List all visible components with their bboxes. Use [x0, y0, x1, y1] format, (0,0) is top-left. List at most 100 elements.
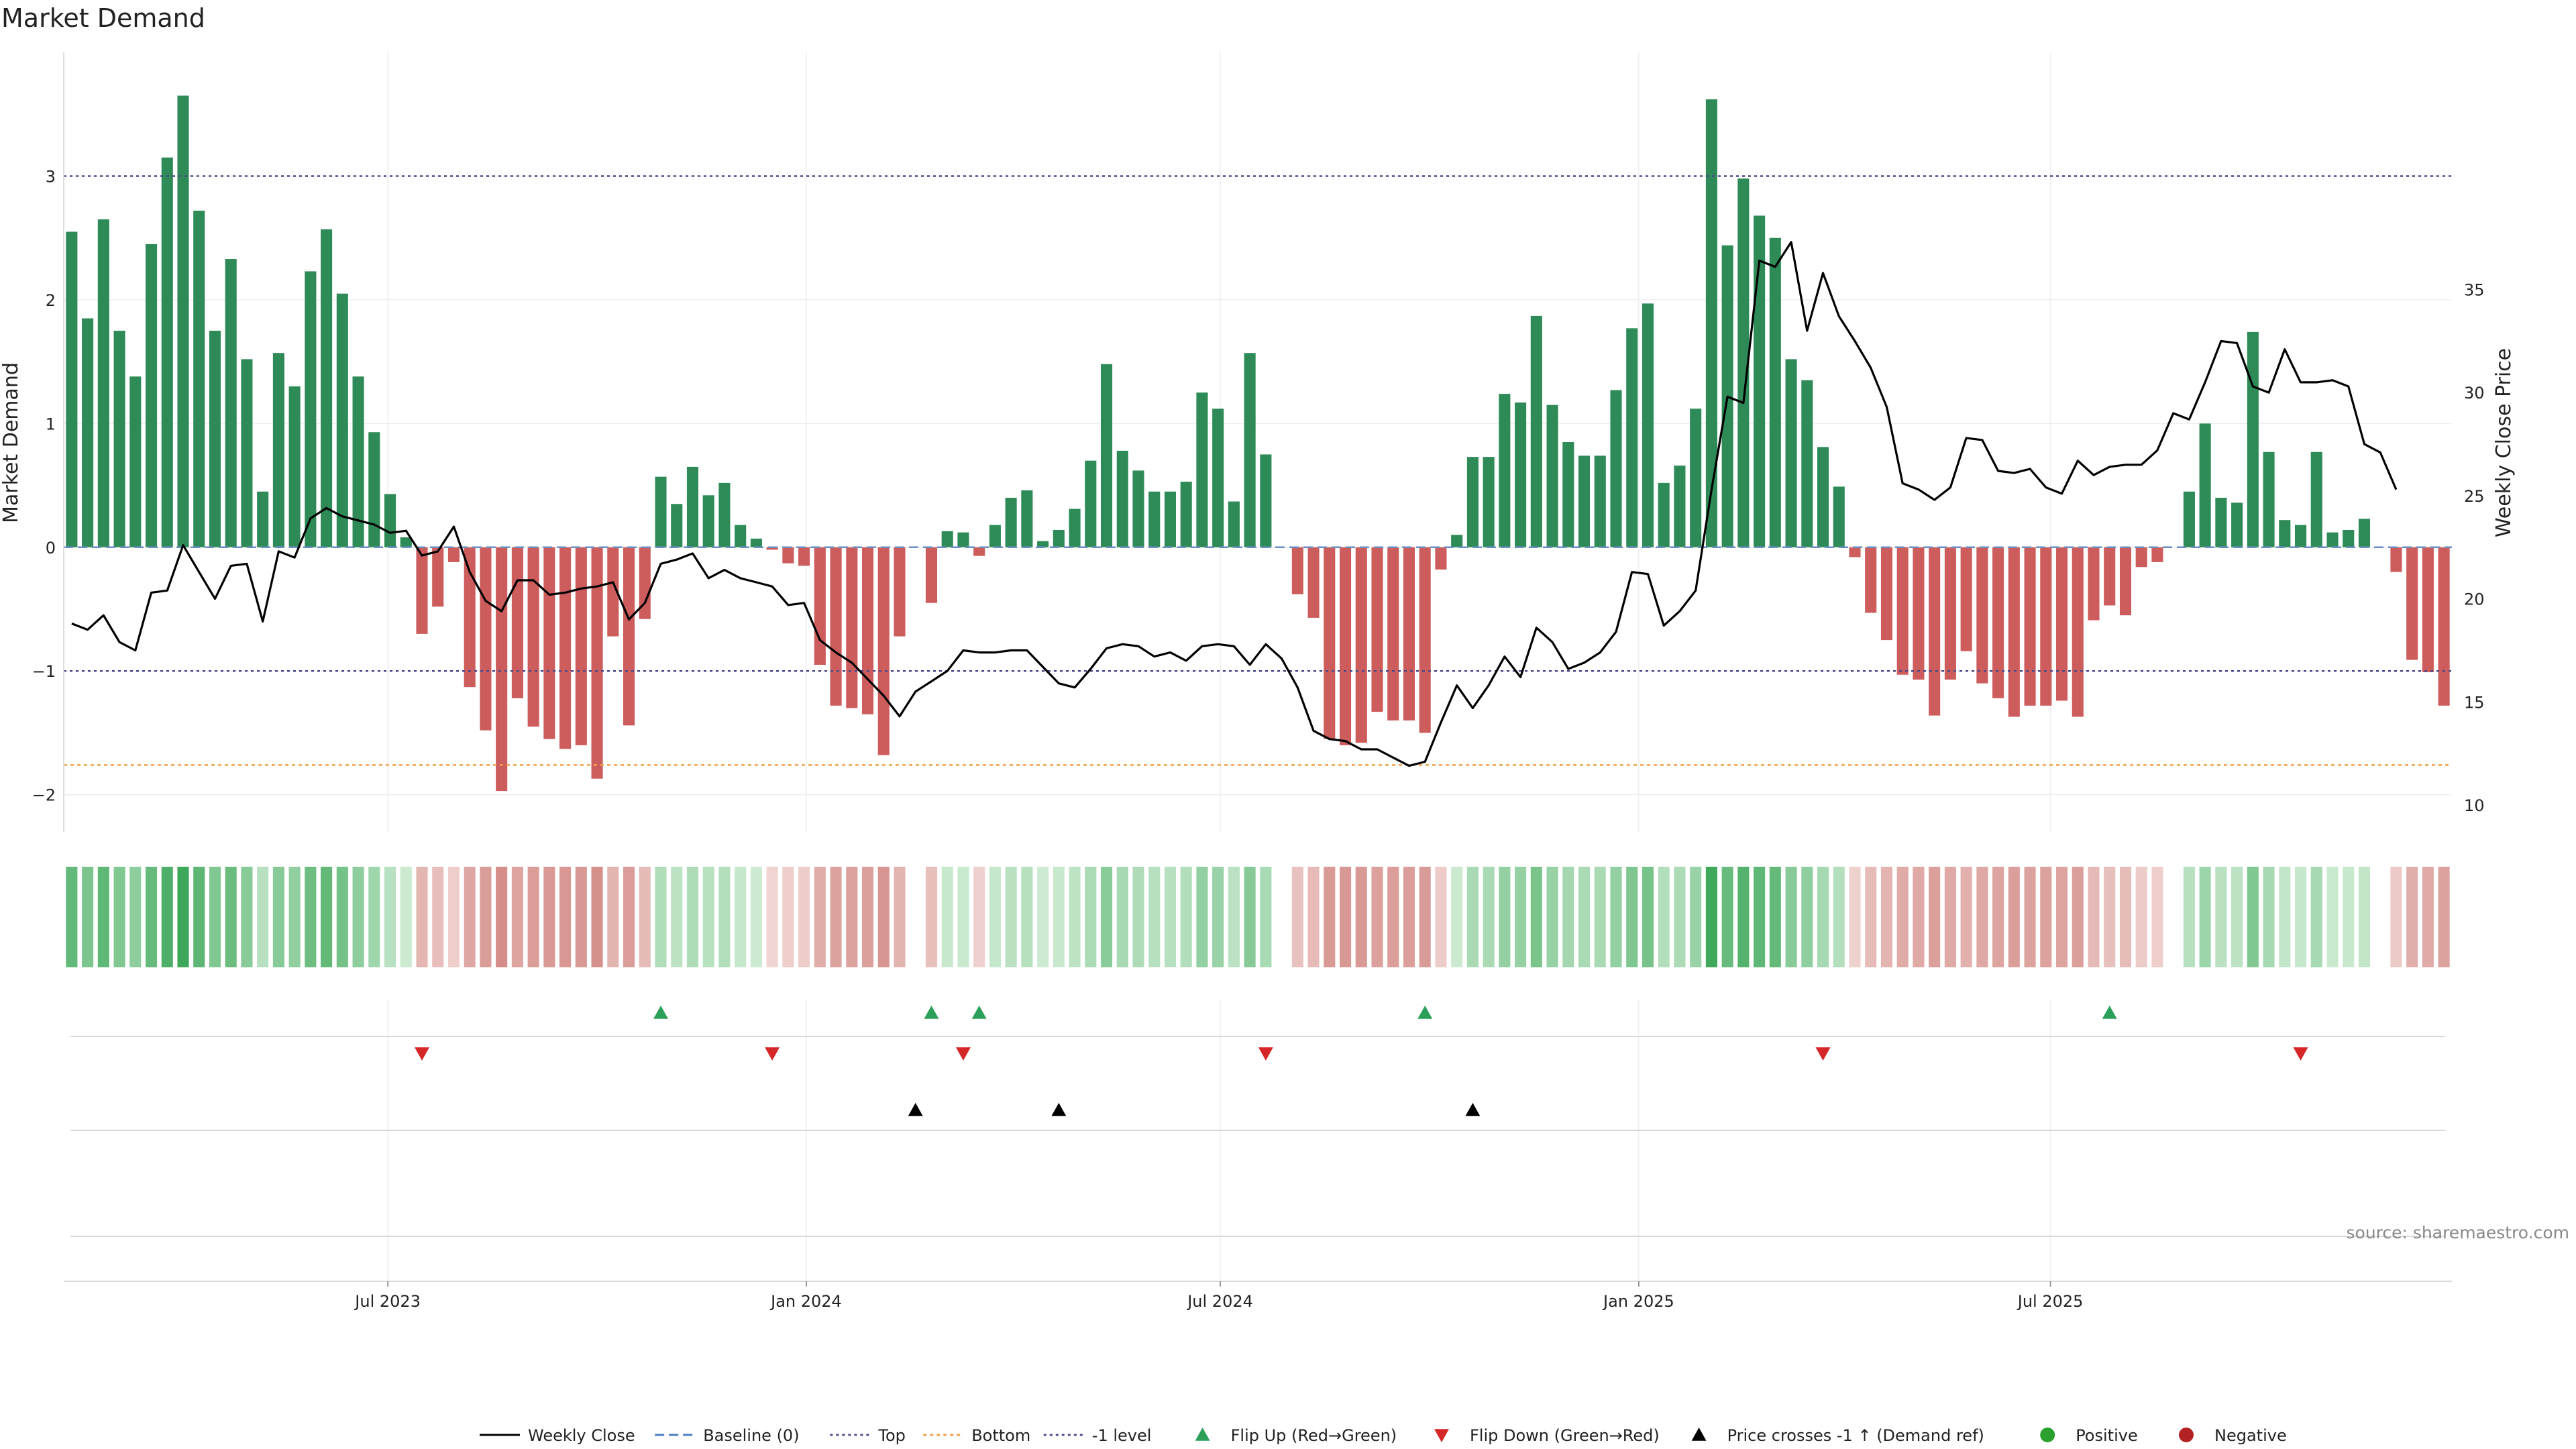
- heat-cell: [145, 867, 158, 967]
- bar-positive: [1658, 482, 1670, 547]
- heat-cell: [1642, 867, 1654, 967]
- y2-axis-label: Weekly Close Price: [2492, 348, 2516, 537]
- heat-cell: [2151, 867, 2163, 967]
- heat-cell: [1626, 867, 1638, 967]
- y-axis-label: Market Demand: [0, 362, 23, 523]
- bar-positive: [193, 211, 205, 547]
- heat-cell: [2390, 867, 2402, 967]
- bar-negative: [2040, 547, 2052, 706]
- bar-positive: [941, 531, 953, 547]
- heat-cell: [416, 867, 428, 967]
- bar-positive: [735, 525, 747, 547]
- bar-negative: [861, 547, 874, 714]
- heat-cell: [1801, 867, 1813, 967]
- bar-positive: [1785, 359, 1797, 547]
- bar-positive: [2199, 423, 2211, 547]
- bar-positive: [1833, 486, 1845, 547]
- bar-positive: [1116, 450, 1128, 547]
- heat-cell: [1148, 867, 1161, 967]
- flip-up-marker: [1417, 1006, 1433, 1019]
- bar-negative: [416, 547, 428, 634]
- bar-positive: [1674, 466, 1686, 547]
- heat-cell: [464, 867, 476, 967]
- bar-positive: [1466, 457, 1479, 547]
- bar-negative: [894, 547, 906, 637]
- heat-cell: [2343, 867, 2355, 967]
- heat-cell: [432, 867, 444, 967]
- bar-positive: [1483, 457, 1495, 547]
- heat-cell: [686, 867, 699, 967]
- bar-negative: [2406, 547, 2418, 660]
- heat-cell: [798, 867, 810, 967]
- heat-cell: [1116, 867, 1128, 967]
- legend-swatch-flip-up: [1195, 1428, 1210, 1441]
- heat-cell: [288, 867, 301, 967]
- bar-positive: [1228, 501, 1240, 547]
- legend-label: Baseline (0): [703, 1426, 799, 1445]
- bar-positive: [288, 386, 301, 547]
- bar-positive: [1610, 390, 1622, 547]
- bar-negative: [2438, 547, 2450, 706]
- bar-negative: [1896, 547, 1909, 675]
- bar-negative: [830, 547, 842, 706]
- bar-negative: [2104, 547, 2116, 606]
- heat-cell: [766, 867, 778, 967]
- y-tick-label: 2: [46, 291, 56, 310]
- heat-cell: [1880, 867, 1893, 967]
- heat-cell: [2024, 867, 2036, 967]
- heat-cell: [2406, 867, 2418, 967]
- bar-negative: [591, 547, 603, 779]
- heat-cell: [1833, 867, 1845, 967]
- heat-cell: [496, 867, 508, 967]
- bar-positive: [1642, 303, 1654, 547]
- bar-positive: [1546, 405, 1558, 547]
- bar-positive: [1005, 498, 1017, 547]
- bar-negative: [1355, 547, 1367, 743]
- heat-cell: [97, 867, 109, 967]
- heat-cell: [1769, 867, 1781, 967]
- bar-negative: [639, 547, 651, 619]
- heat-cell: [750, 867, 762, 967]
- bar-negative: [798, 547, 810, 566]
- flip-down-marker: [1815, 1047, 1831, 1061]
- heat-cell: [1164, 867, 1177, 967]
- y2-tick-label: 15: [2464, 693, 2485, 712]
- bar-positive: [1769, 237, 1781, 547]
- bar-positive: [1690, 409, 1702, 547]
- heat-cell: [559, 867, 572, 967]
- heat-cell: [480, 867, 492, 967]
- bar-negative: [575, 547, 587, 745]
- x-tick-label: Jan 2025: [1602, 1292, 1674, 1311]
- heat-cell: [1451, 867, 1463, 967]
- bar-negative: [543, 547, 555, 739]
- bar-positive: [1260, 454, 1272, 547]
- heat-cell: [1419, 867, 1431, 967]
- bar-positive: [1212, 409, 1224, 547]
- bar-negative: [2422, 547, 2434, 673]
- heat-cell: [384, 867, 396, 967]
- bar-negative: [2008, 547, 2020, 717]
- x-tick-label: Jul 2024: [1186, 1292, 1253, 1311]
- legend-swatch-price-cross: [1691, 1428, 1707, 1441]
- bar-negative: [607, 547, 619, 637]
- bar-positive: [129, 376, 142, 547]
- bar-positive: [2358, 519, 2371, 547]
- bar-negative: [1944, 547, 1956, 680]
- heat-cell: [400, 867, 412, 967]
- bar-positive: [702, 495, 714, 547]
- flip-up-marker: [653, 1006, 668, 1019]
- bar-positive: [2215, 498, 2227, 547]
- heat-cell: [1307, 867, 1320, 967]
- heat-cell: [1658, 867, 1670, 967]
- bar-positive: [2343, 529, 2355, 547]
- bar-positive: [225, 259, 237, 547]
- legend-label: Flip Down (Green→Red): [1470, 1426, 1660, 1445]
- heat-cell: [1992, 867, 2004, 967]
- bar-negative: [925, 547, 938, 603]
- heat-cell: [2088, 867, 2100, 967]
- heat-cell: [82, 867, 94, 967]
- bar-positive: [1164, 491, 1177, 547]
- heat-cell: [352, 867, 364, 967]
- legend-swatch-negative: [2179, 1428, 2194, 1442]
- bar-positive: [2231, 502, 2243, 547]
